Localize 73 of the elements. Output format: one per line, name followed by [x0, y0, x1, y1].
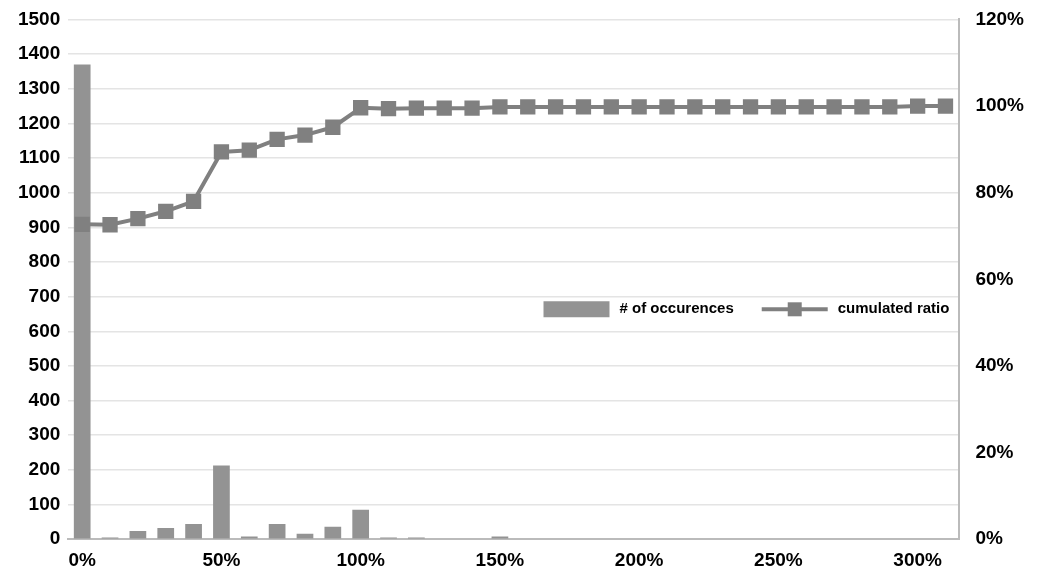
y-tick-label: 900 [28, 215, 61, 237]
x-tick-label: 200% [614, 548, 664, 570]
y-tick-label: 800 [28, 250, 61, 272]
y2-tick-label: 0% [975, 527, 1003, 549]
point [798, 99, 814, 115]
point [770, 99, 787, 115]
point [492, 99, 508, 115]
bar [240, 536, 258, 539]
y-tick-label: 200 [28, 458, 61, 480]
y2-tick-label: 20% [975, 440, 1014, 462]
point [464, 100, 480, 116]
bar [185, 523, 202, 539]
y-tick-label: 300 [28, 423, 61, 445]
x-tick-label: 0% [68, 548, 97, 570]
point [937, 98, 954, 114]
y2-tick-label: 40% [975, 354, 1014, 376]
point [102, 217, 118, 233]
point [631, 99, 647, 115]
x-tick-label: 100% [336, 548, 386, 570]
point [213, 144, 230, 160]
point [687, 99, 703, 115]
y-tick-label: 0 [49, 527, 61, 549]
legend-label: cumulated ratio [837, 299, 950, 317]
point [882, 99, 898, 115]
bar [268, 523, 286, 539]
point [380, 100, 397, 117]
y-tick-label: 1100 [19, 146, 61, 168]
point [74, 216, 90, 232]
bar [352, 509, 370, 539]
bar [73, 64, 91, 539]
y2-tick-label: 120% [975, 7, 1025, 29]
point [130, 211, 146, 227]
legend-label: # of occurences [619, 299, 734, 317]
y-tick-label: 700 [28, 284, 61, 306]
x-tick-label: 150% [475, 548, 525, 570]
point [520, 99, 536, 115]
x-tick-label: 50% [202, 548, 241, 570]
bar [324, 526, 342, 539]
bar [491, 536, 509, 539]
y2-tick-label: 60% [975, 267, 1014, 289]
point [185, 193, 202, 209]
point [297, 127, 313, 143]
y-tick-label: 100 [28, 492, 61, 514]
point [269, 131, 285, 148]
y-tick-label: 1400 [17, 42, 61, 64]
y-tick-label: 400 [28, 388, 61, 410]
y-tick-label: 600 [28, 319, 61, 341]
point [325, 119, 341, 135]
point [241, 142, 257, 158]
bar [157, 528, 175, 539]
point [659, 99, 675, 115]
point [353, 100, 369, 116]
point [826, 99, 842, 115]
y2-tick-label: 100% [975, 94, 1025, 116]
y2-tick-label: 80% [975, 180, 1014, 202]
point [909, 98, 926, 114]
point [742, 99, 759, 115]
point [158, 203, 174, 219]
point [854, 99, 870, 115]
bar [213, 465, 230, 539]
point [547, 99, 564, 115]
point [436, 100, 452, 116]
x-tick-label: 300% [893, 548, 943, 570]
y-tick-label: 1000 [17, 180, 61, 202]
y-tick-label: 1200 [17, 111, 61, 133]
y-tick-label: 1300 [17, 76, 61, 98]
point [603, 99, 619, 115]
point [408, 100, 425, 116]
y-tick-label: 500 [28, 354, 61, 376]
point [575, 99, 592, 115]
y-tick-label: 1500 [17, 7, 61, 29]
point [715, 99, 731, 115]
x-tick-label: 250% [754, 548, 803, 570]
